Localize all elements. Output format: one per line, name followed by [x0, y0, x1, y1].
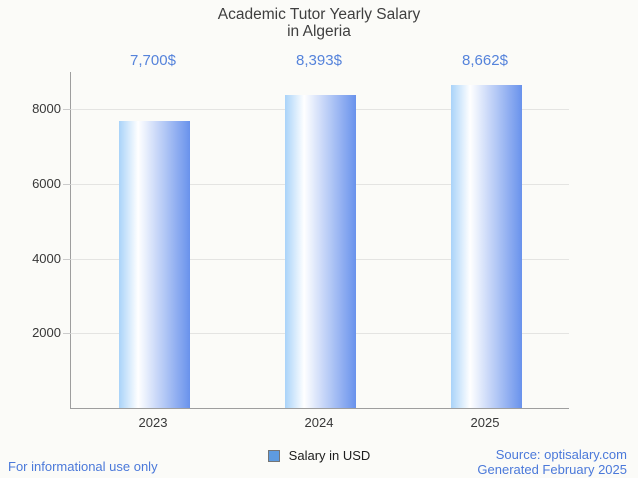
y-axis-label: 4000	[32, 250, 61, 266]
chart-title: Academic Tutor Yearly Salary in Algeria	[217, 6, 421, 40]
y-axis-label: 6000	[32, 176, 61, 191]
value-annotation: 7,700$	[130, 52, 176, 69]
legend: Salary in USD	[0, 448, 638, 463]
y-tick-mark	[63, 109, 71, 111]
disclaimer-text: For informational use only	[8, 459, 158, 474]
bar-2023[interactable]	[118, 120, 190, 408]
value-annotation: 8,393$	[296, 52, 342, 69]
bar-2025[interactable]	[450, 84, 522, 408]
source-attribution: Source: optisalary.com Generated Februar…	[477, 447, 627, 477]
y-tick-mark	[63, 184, 71, 185]
value-annotation: 8,662$	[462, 52, 508, 69]
x-axis-label: 2024	[304, 415, 334, 430]
y-axis-label: 2000	[32, 325, 61, 341]
legend-swatch-icon	[267, 449, 280, 462]
y-tick-mark	[63, 258, 71, 260]
legend-label: Salary in USD	[288, 448, 371, 463]
y-tick-mark	[63, 333, 71, 335]
bar-2024[interactable]	[284, 94, 356, 408]
source-link[interactable]: Source: optisalary.com	[495, 447, 627, 462]
y-axis-label: 8000	[32, 101, 61, 117]
plot-area	[63, 72, 569, 409]
x-axis-label: 2025	[470, 415, 500, 430]
generated-date: Generated February 2025	[477, 462, 627, 477]
x-axis-label: 2023	[138, 415, 168, 430]
